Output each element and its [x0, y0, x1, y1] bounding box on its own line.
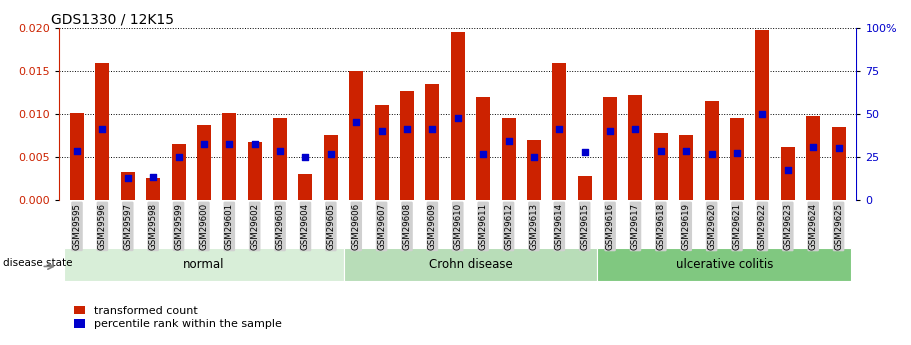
Point: [653, 148, 668, 154]
Bar: [781, 147, 794, 200]
Text: ulcerative colitis: ulcerative colitis: [676, 258, 773, 271]
Point: [806, 144, 821, 149]
Point: [476, 152, 490, 157]
Point: [95, 127, 109, 132]
Bar: [349, 71, 363, 200]
Point: [603, 128, 618, 134]
Point: [248, 141, 262, 147]
Bar: [755, 30, 770, 200]
Legend: transformed count, percentile rank within the sample: transformed count, percentile rank withi…: [74, 306, 281, 329]
Point: [831, 146, 845, 151]
Point: [425, 126, 440, 131]
Point: [197, 141, 211, 147]
Bar: [476, 97, 490, 200]
Bar: [598, 248, 851, 281]
Point: [629, 126, 643, 131]
Point: [400, 126, 415, 131]
Point: [704, 152, 719, 157]
Bar: [578, 176, 591, 200]
Bar: [324, 136, 338, 200]
Point: [578, 149, 592, 155]
Point: [679, 148, 693, 154]
Point: [450, 115, 465, 121]
Point: [374, 128, 389, 134]
Bar: [121, 171, 135, 200]
Text: GDS1330 / 12K15: GDS1330 / 12K15: [51, 12, 174, 27]
Bar: [806, 116, 820, 200]
Point: [349, 119, 363, 125]
Point: [298, 154, 312, 160]
Bar: [603, 97, 617, 200]
Point: [120, 175, 135, 180]
Point: [272, 148, 287, 154]
Bar: [96, 63, 109, 200]
Bar: [374, 105, 389, 200]
Point: [323, 152, 338, 157]
Bar: [343, 248, 598, 281]
Bar: [451, 32, 465, 200]
Text: Crohn disease: Crohn disease: [428, 258, 512, 271]
Bar: [552, 63, 567, 200]
Bar: [248, 142, 261, 200]
Bar: [502, 118, 516, 200]
Point: [781, 167, 795, 172]
Bar: [680, 136, 693, 200]
Bar: [171, 144, 186, 200]
Text: normal: normal: [183, 258, 225, 271]
Point: [755, 111, 770, 117]
Point: [171, 154, 186, 160]
Bar: [629, 95, 642, 200]
Bar: [730, 118, 744, 200]
Bar: [527, 140, 541, 200]
Point: [501, 139, 516, 144]
Bar: [65, 248, 343, 281]
Bar: [273, 118, 287, 200]
Bar: [832, 127, 845, 200]
Bar: [70, 113, 84, 200]
Bar: [654, 133, 668, 200]
Bar: [197, 125, 211, 200]
Point: [730, 150, 744, 155]
Text: disease state: disease state: [3, 258, 73, 268]
Point: [552, 126, 567, 131]
Bar: [400, 91, 414, 200]
Bar: [146, 178, 160, 200]
Bar: [704, 101, 719, 200]
Point: [146, 174, 160, 179]
Bar: [425, 84, 439, 200]
Bar: [299, 174, 312, 200]
Bar: [222, 113, 236, 200]
Point: [527, 154, 541, 160]
Point: [70, 148, 85, 154]
Point: [222, 141, 237, 147]
